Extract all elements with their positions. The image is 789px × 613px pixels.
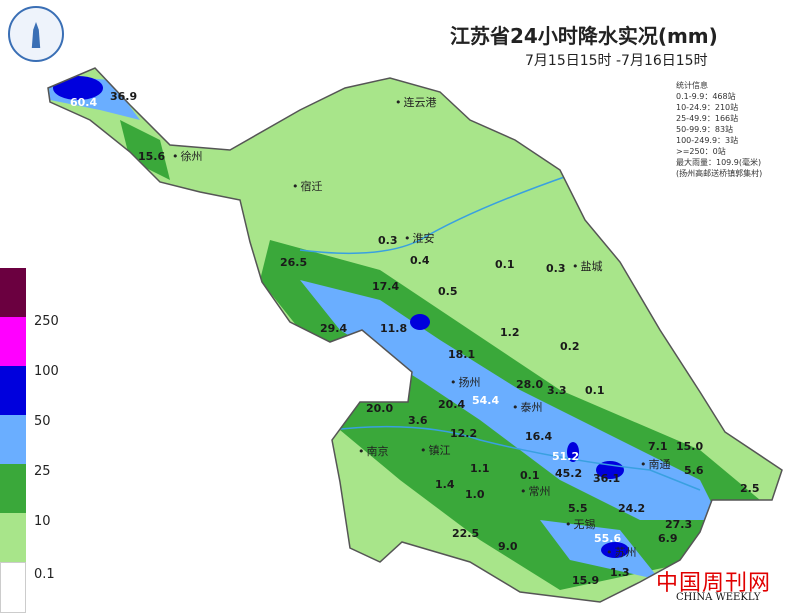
stats-line: 25-49.9：166站 bbox=[676, 114, 739, 123]
rain-value: 17.4 bbox=[372, 280, 400, 293]
rain-value: 36.1 bbox=[593, 472, 621, 485]
rain-value: 15.0 bbox=[676, 440, 704, 453]
legend-swatch bbox=[0, 268, 26, 317]
rain-value: 45.2 bbox=[555, 467, 583, 480]
stats-heading: 统计信息 bbox=[676, 81, 708, 90]
heavy-rain-area bbox=[540, 520, 660, 580]
legend-swatch bbox=[0, 366, 26, 415]
rain-value: 20.0 bbox=[366, 402, 394, 415]
rain-value: 1.3 bbox=[610, 566, 630, 579]
rain-value: 0.3 bbox=[378, 234, 398, 247]
legend-swatch bbox=[0, 562, 26, 613]
map-title: 江苏省24小时降水实况(mm) bbox=[450, 24, 718, 48]
heavy-rain-area bbox=[300, 280, 720, 520]
stats-line: (扬州高邮送桥镇郭集村) bbox=[676, 169, 763, 178]
rain-value: 5.5 bbox=[568, 502, 588, 515]
rain-value: 29.4 bbox=[320, 322, 348, 335]
legend-swatch bbox=[0, 464, 26, 513]
rain-value: 6.9 bbox=[658, 532, 678, 545]
rain-value: 0.1 bbox=[585, 384, 605, 397]
map-subtitle: 7月15日15时 -7月16日15时 bbox=[525, 53, 708, 69]
legend-label: 250 bbox=[34, 314, 59, 329]
weather-bureau-logo bbox=[8, 6, 64, 62]
rain-value: 0.5 bbox=[438, 285, 458, 298]
city-label: 无锡 bbox=[565, 518, 596, 531]
rain-value: 3.3 bbox=[547, 384, 567, 397]
rain-value: 15.9 bbox=[572, 574, 600, 587]
rain-value: 20.4 bbox=[438, 398, 466, 411]
city-label: 镇江 bbox=[420, 444, 451, 457]
watermark: 中国周刊网 bbox=[656, 571, 772, 596]
rain-value: 22.5 bbox=[452, 527, 480, 540]
rain-value: 28.0 bbox=[516, 378, 544, 391]
rainstorm-area bbox=[567, 442, 579, 462]
rain-value: 51.2 bbox=[552, 450, 580, 463]
rain-value: 7.1 bbox=[648, 440, 668, 453]
rain-value: 1.4 bbox=[435, 478, 455, 491]
rain-value: 16.4 bbox=[525, 430, 553, 443]
yangtze-river bbox=[329, 425, 701, 491]
legend-label: 50 bbox=[34, 414, 51, 429]
rain-value: 3.6 bbox=[408, 414, 428, 427]
rain-value: 1.0 bbox=[465, 488, 485, 501]
rain-value: 11.8 bbox=[380, 322, 408, 335]
stats-line: >=250：0站 bbox=[676, 147, 726, 156]
rain-value: 1.1 bbox=[470, 462, 490, 475]
legend-swatch bbox=[0, 317, 26, 366]
rain-value: 9.0 bbox=[498, 540, 518, 553]
watermark-english: CHINA WEEKLY bbox=[676, 592, 761, 603]
rain-value: 0.1 bbox=[520, 469, 540, 482]
city-label: 宿迁 bbox=[292, 180, 323, 193]
statistics-panel: 统计信息 0.1-9.9：468站 10-24.9：210站 25-49.9：1… bbox=[676, 80, 762, 179]
rain-value: 24.2 bbox=[618, 502, 646, 515]
rain-value: 1.2 bbox=[500, 326, 520, 339]
city-label: 常州 bbox=[520, 485, 551, 498]
city-label: 泰州 bbox=[512, 401, 543, 414]
legend-label: 0.1 bbox=[34, 567, 55, 582]
rain-value: 15.6 bbox=[138, 150, 166, 163]
legend-label: 25 bbox=[34, 464, 51, 479]
rain-value: 54.4 bbox=[472, 394, 500, 407]
stats-line: 100-249.9：3站 bbox=[676, 136, 739, 145]
legend-label: 100 bbox=[34, 364, 59, 379]
rain-value: 0.1 bbox=[495, 258, 515, 271]
rain-value: 55.6 bbox=[594, 532, 622, 545]
legend-swatch bbox=[0, 415, 26, 464]
city-label: 南通 bbox=[640, 458, 671, 471]
city-label: 南京 bbox=[358, 445, 389, 458]
rain-value: 26.5 bbox=[280, 256, 308, 269]
stats-line: 50-99.9：83站 bbox=[676, 125, 734, 134]
city-label: 淮安 bbox=[404, 232, 435, 245]
rain-value: 0.2 bbox=[560, 340, 580, 353]
rainstorm-area bbox=[410, 314, 430, 330]
rain-value: 0.4 bbox=[410, 254, 430, 267]
city-label: 盐城 bbox=[572, 260, 603, 273]
city-label: 苏州 bbox=[606, 546, 637, 559]
stats-line: 10-24.9：210站 bbox=[676, 103, 739, 112]
city-label: 扬州 bbox=[450, 376, 481, 389]
rain-value: 27.3 bbox=[665, 518, 693, 531]
city-label: 徐州 bbox=[172, 150, 203, 163]
rain-value: 18.1 bbox=[448, 348, 476, 361]
legend-swatch bbox=[0, 513, 26, 562]
rainstorm-area bbox=[53, 76, 103, 100]
rain-value: 0.3 bbox=[546, 262, 566, 275]
rain-value: 60.4 bbox=[70, 96, 98, 109]
rain-value: 36.9 bbox=[110, 90, 138, 103]
rain-value: 2.5 bbox=[740, 482, 760, 495]
moderate-rain-area bbox=[120, 120, 170, 180]
stats-line: 最大雨量：109.9(毫米) bbox=[676, 158, 762, 167]
stats-line: 0.1-9.9：468站 bbox=[676, 92, 736, 101]
city-label: 连云港 bbox=[395, 96, 437, 109]
rain-value: 5.6 bbox=[684, 464, 704, 477]
rain-value: 12.2 bbox=[450, 427, 478, 440]
legend-label: 10 bbox=[34, 514, 51, 529]
